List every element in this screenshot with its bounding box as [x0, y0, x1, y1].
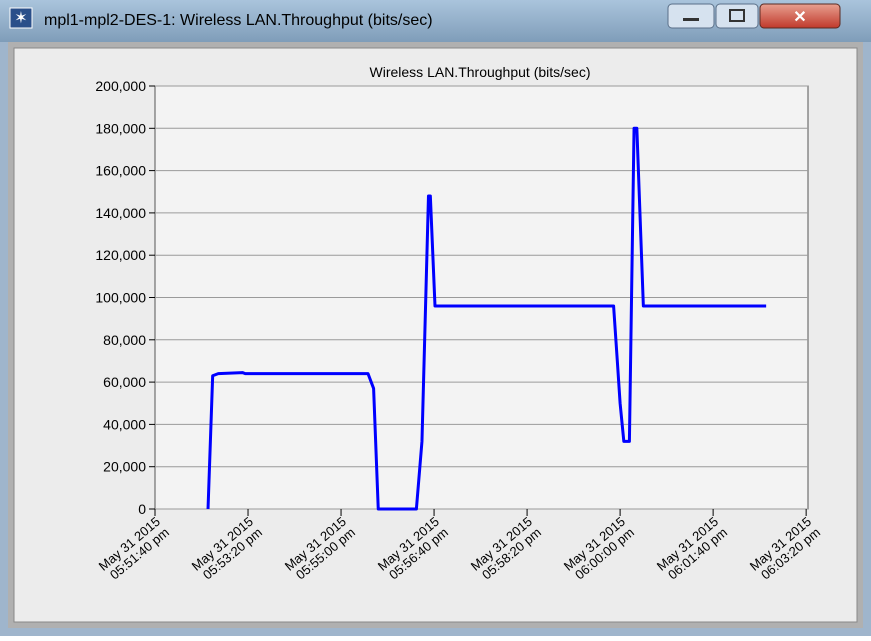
close-button[interactable] — [759, 3, 841, 29]
y-tick-label: 60,000 — [103, 374, 146, 390]
y-tick-label: 180,000 — [95, 120, 146, 136]
y-tick-label: 80,000 — [103, 332, 146, 348]
minimize-glyph — [683, 18, 699, 21]
window-title: mpl1-mpl2-DES-1: Wireless LAN.Throughput… — [44, 12, 433, 29]
minimize-button[interactable] — [667, 3, 715, 29]
y-tick-label: 100,000 — [95, 290, 146, 306]
y-tick-label: 200,000 — [95, 78, 146, 94]
maximize-glyph — [729, 9, 745, 22]
app-icon — [9, 7, 33, 29]
close-glyph: ✕ — [793, 9, 806, 26]
y-tick-label: 20,000 — [103, 459, 146, 475]
y-tick-label: 140,000 — [95, 205, 146, 221]
maximize-button[interactable] — [715, 3, 759, 29]
y-tick-label: 120,000 — [95, 247, 146, 263]
y-tick-label: 40,000 — [103, 416, 146, 432]
y-tick-label: 0 — [138, 501, 146, 517]
app-icon-glyph: ✶ — [14, 10, 27, 27]
chart-title: Wireless LAN.Throughput (bits/sec) — [370, 64, 591, 80]
y-tick-label: 160,000 — [95, 163, 146, 179]
data-line — [206, 126, 767, 511]
